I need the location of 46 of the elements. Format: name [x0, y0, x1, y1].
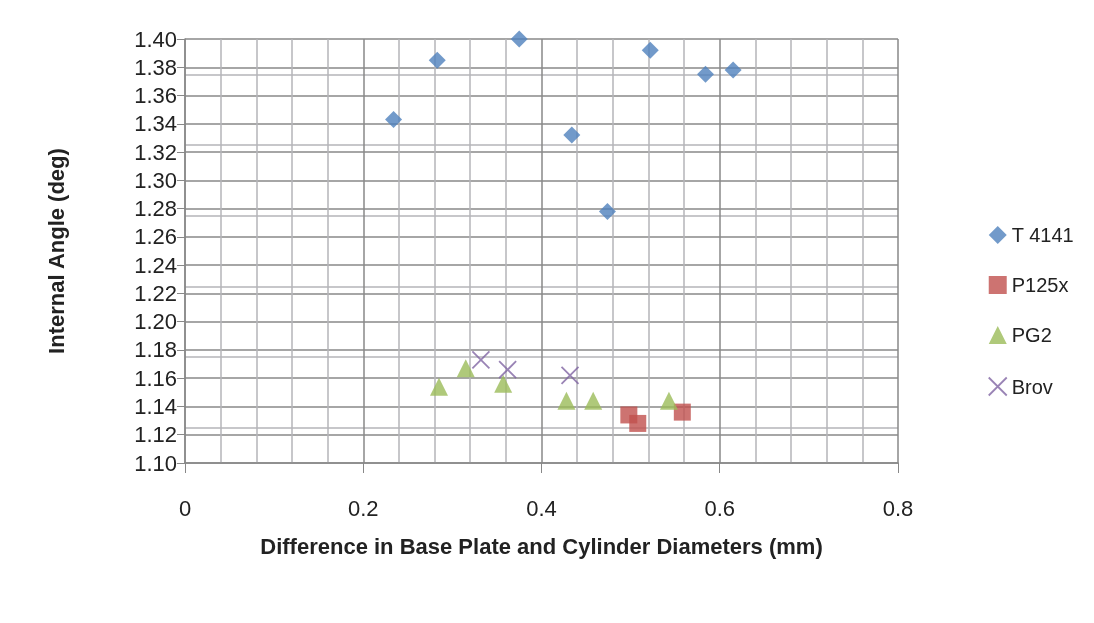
x-tick-label: 0.4	[526, 495, 557, 521]
point	[563, 126, 581, 144]
x-tick-label: 0.2	[347, 495, 379, 521]
y-tick-label: 1.12	[134, 422, 177, 448]
point	[430, 377, 449, 396]
point	[724, 61, 742, 79]
point	[557, 391, 576, 410]
point	[428, 51, 446, 69]
y-tick-label: 1.20	[134, 309, 177, 335]
point	[641, 41, 659, 59]
legend-label: P125x	[1011, 274, 1069, 296]
legend-label: T 4141	[1011, 224, 1074, 246]
legend-label: Brov	[1011, 375, 1053, 398]
y-tick-label: 1.40	[134, 26, 177, 52]
y-tick-label: 1.26	[134, 224, 177, 250]
point	[510, 30, 528, 48]
legend-label: PG2	[1011, 324, 1052, 346]
y-tick-label: 1.28	[134, 196, 177, 222]
x-tick-label: 0	[178, 495, 192, 521]
point	[498, 360, 518, 380]
point	[598, 202, 616, 220]
y-tick-label: 1.24	[134, 252, 177, 278]
point	[673, 403, 691, 421]
point	[560, 365, 580, 385]
point	[696, 65, 714, 83]
y-axis-title: Internal Angle (deg)	[43, 148, 69, 354]
point	[629, 414, 647, 432]
y-tick-label: 1.22	[134, 280, 177, 306]
y-tick-label: 1.36	[134, 83, 177, 109]
point	[385, 111, 403, 129]
y-tick-label: 1.38	[134, 54, 177, 80]
y-tick-label: 1.32	[134, 139, 177, 165]
x-tick-label: 0.8	[882, 495, 914, 521]
point	[456, 359, 475, 378]
y-tick-label: 1.18	[134, 337, 177, 363]
y-tick-label: 1.30	[134, 167, 177, 193]
point	[584, 391, 603, 410]
x-tick-label: 0.6	[704, 495, 736, 521]
y-tick-label: 1.10	[134, 450, 177, 476]
y-tick-label: 1.34	[134, 111, 177, 137]
point	[494, 374, 513, 393]
y-tick-label: 1.14	[134, 393, 177, 419]
x-axis-title: Difference in Base Plate and Cylinder Diameters (mm)	[260, 533, 823, 559]
y-tick-label: 1.16	[134, 365, 177, 391]
point	[659, 391, 678, 410]
point	[471, 350, 491, 370]
